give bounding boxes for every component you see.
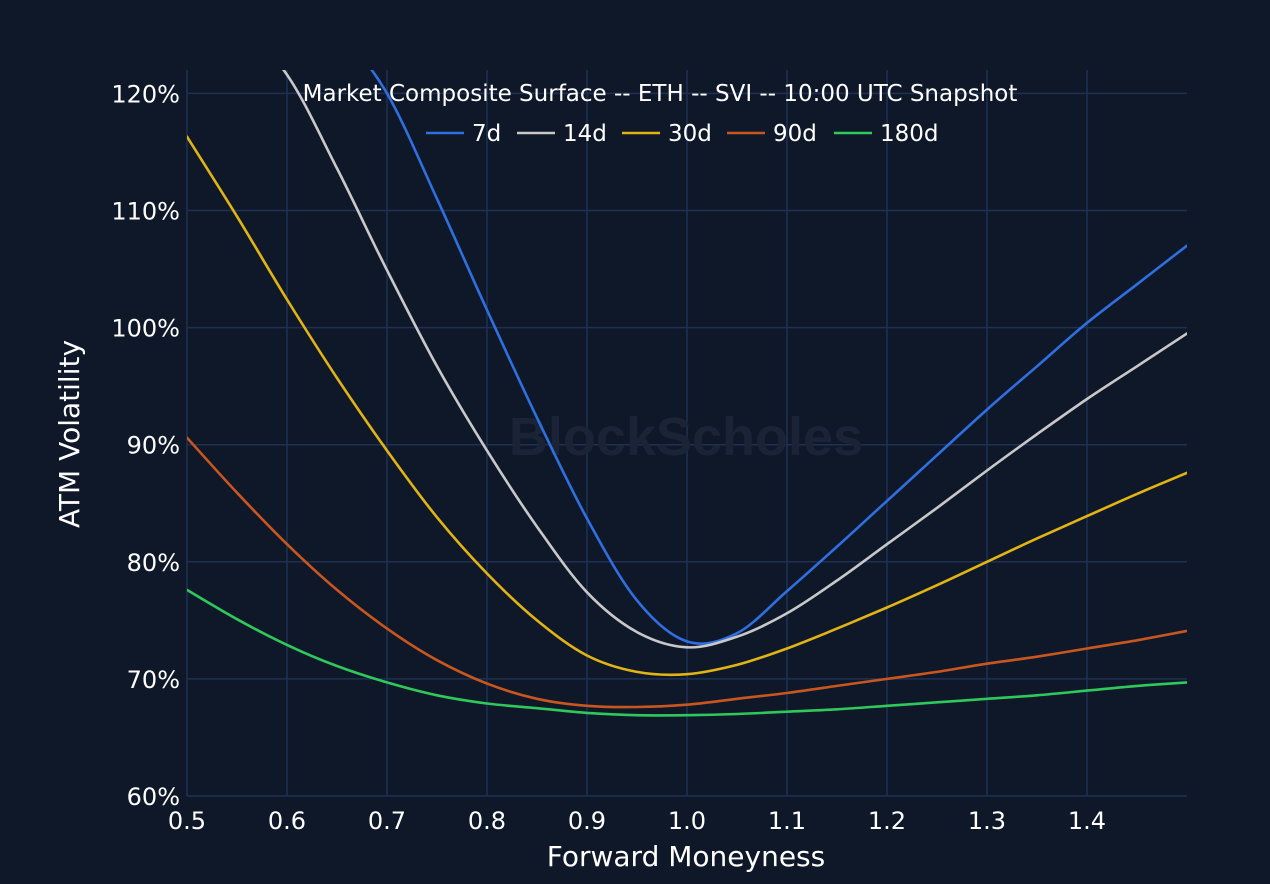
legend-label-180d: 180d xyxy=(880,121,939,147)
x-tick-label: 1.2 xyxy=(868,807,906,835)
y-tick-label: 60% xyxy=(127,783,180,811)
y-grid xyxy=(187,92,1187,797)
legend-label-90d: 90d xyxy=(773,121,817,147)
series-line-90d xyxy=(187,436,1187,709)
y-axis-label: ATM Volatility xyxy=(53,340,86,528)
y-tick-label: 70% xyxy=(127,666,180,694)
x-axis-label: Forward Moneyness xyxy=(547,840,825,873)
y-tick-label: 100% xyxy=(111,315,180,343)
legend-label-7d: 7d xyxy=(472,121,501,147)
legend: 7d 14d 30d 90d 180d xyxy=(426,121,939,147)
x-tick-label: 1.1 xyxy=(768,807,806,835)
series-line-7d xyxy=(370,70,1187,645)
series-line-14d xyxy=(281,70,1187,649)
y-tick-label: 110% xyxy=(111,198,180,226)
x-tick-label: 0.9 xyxy=(568,807,606,835)
series-line-30d xyxy=(187,135,1187,677)
x-tick-label: 1.0 xyxy=(668,807,706,835)
y-tick-label: 120% xyxy=(111,80,180,108)
legend-label-14d: 14d xyxy=(563,121,607,147)
x-tick-label: 0.6 xyxy=(268,807,306,835)
x-tick-label: 0.8 xyxy=(468,807,506,835)
legend-label-30d: 30d xyxy=(668,121,712,147)
chart-title: Market Composite Surface -- ETH -- SVI -… xyxy=(303,81,1018,107)
x-tick-label: 1.3 xyxy=(968,807,1006,835)
watermark: BlockScholes xyxy=(509,407,863,467)
x-grid xyxy=(186,70,1088,796)
x-tick-labels: 0.5 0.6 0.7 0.8 0.9 1.0 1.1 1.2 1.3 1.4 xyxy=(168,807,1106,835)
y-tick-labels: 60% 70% 80% 90% 100% 110% 120% xyxy=(111,80,180,811)
y-tick-label: 90% xyxy=(127,432,180,460)
plot-lines xyxy=(187,70,1187,717)
y-tick-label: 80% xyxy=(127,549,180,577)
x-tick-label: 1.4 xyxy=(1068,807,1106,835)
series-line-180d xyxy=(187,588,1187,717)
x-tick-label: 0.7 xyxy=(368,807,406,835)
x-tick-label: 0.5 xyxy=(168,807,206,835)
